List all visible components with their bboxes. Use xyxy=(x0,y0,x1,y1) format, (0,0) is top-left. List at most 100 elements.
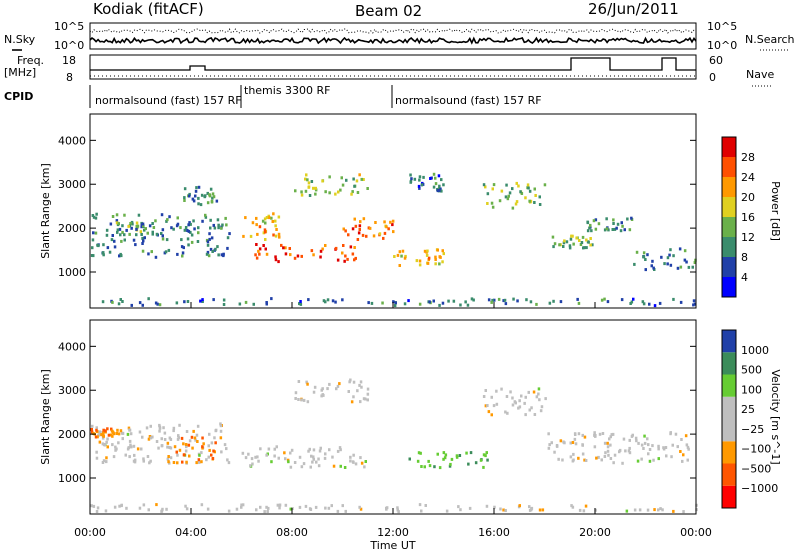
heatmap-cell xyxy=(189,230,192,234)
heatmap-cell xyxy=(214,247,217,251)
heatmap-cell xyxy=(353,184,356,188)
heatmap-cell xyxy=(632,297,635,301)
heatmap-cell xyxy=(105,233,109,237)
heatmap-cell xyxy=(347,390,350,393)
heatmap-cell xyxy=(547,446,551,450)
colorbar-segment xyxy=(722,352,736,375)
heatmap-cell xyxy=(352,453,355,457)
heatmap-cell xyxy=(95,510,99,513)
heatmap-cell xyxy=(339,188,342,192)
heatmap-cell xyxy=(105,456,108,460)
heatmap-cell xyxy=(185,445,188,449)
heatmap-cell xyxy=(314,505,318,509)
heatmap-cell xyxy=(265,252,269,256)
heatmap-cell xyxy=(207,444,210,448)
heatmap-cell xyxy=(532,390,536,394)
heatmap-cell xyxy=(611,228,614,231)
heatmap-cell xyxy=(429,177,432,180)
freq-unit-label: [MHz] xyxy=(4,66,36,79)
heatmap-cell xyxy=(484,185,487,189)
heatmap-cell xyxy=(225,223,228,227)
heatmap-cell xyxy=(90,428,93,431)
heatmap-cell xyxy=(562,245,565,248)
heatmap-cell xyxy=(105,228,109,232)
heatmap-cell xyxy=(658,301,662,305)
heatmap-cell xyxy=(416,459,420,463)
heatmap-cell xyxy=(533,413,537,416)
heatmap-cell xyxy=(125,228,128,232)
heatmap-cell xyxy=(344,509,347,513)
heatmap-cell xyxy=(265,453,268,457)
heatmap-cell xyxy=(490,300,493,304)
heatmap-cell xyxy=(111,434,114,438)
colorbar-segment xyxy=(722,137,736,157)
heatmap-cell xyxy=(555,444,559,447)
heatmap-cell xyxy=(511,396,514,400)
heatmap-cell xyxy=(685,443,689,447)
heatmap-cell xyxy=(186,229,189,232)
heatmap-cell xyxy=(605,217,608,221)
heatmap-cell xyxy=(578,239,581,242)
colorbar-segment xyxy=(722,217,736,237)
velocity-ylabel: Slant Range [km] xyxy=(39,369,52,465)
heatmap-cell xyxy=(162,426,165,430)
heatmap-cell xyxy=(433,465,436,469)
heatmap-cell xyxy=(264,247,267,251)
heatmap-cell xyxy=(490,395,493,399)
heatmap-cell xyxy=(559,300,563,304)
heatmap-cell xyxy=(491,205,495,209)
y-tick-label: 4000 xyxy=(58,340,86,353)
heatmap-cell xyxy=(634,436,638,440)
heatmap-cell xyxy=(636,459,640,463)
heatmap-cell xyxy=(683,258,687,262)
heatmap-cell xyxy=(154,255,158,259)
heatmap-cell xyxy=(169,438,173,441)
heatmap-cell xyxy=(200,503,204,507)
heatmap-cell xyxy=(280,243,283,247)
heatmap-cell xyxy=(175,301,179,305)
heatmap-cell xyxy=(176,252,179,256)
heatmap-cell xyxy=(121,224,124,228)
heatmap-cell xyxy=(609,457,613,460)
heatmap-cell xyxy=(264,221,267,225)
heatmap-cell xyxy=(630,434,634,438)
heatmap-cell xyxy=(468,506,472,510)
heatmap-cell xyxy=(103,443,106,446)
heatmap-cell xyxy=(563,239,566,243)
heatmap-cell xyxy=(111,430,115,434)
heatmap-cell xyxy=(442,457,445,461)
heatmap-cell xyxy=(640,443,644,447)
heatmap-cell xyxy=(141,249,145,253)
heatmap-cell xyxy=(666,256,670,260)
heatmap-cell xyxy=(338,382,341,386)
heatmap-cell xyxy=(630,216,633,220)
heatmap-cell xyxy=(648,448,652,451)
heatmap-cell xyxy=(95,212,98,216)
heatmap-cell xyxy=(573,437,577,441)
heatmap-cell xyxy=(603,455,607,458)
heatmap-cell xyxy=(181,251,185,255)
heatmap-cell xyxy=(182,246,185,250)
heatmap-cell xyxy=(504,302,508,306)
heatmap-cell xyxy=(144,227,147,231)
heatmap-cell xyxy=(404,254,407,258)
heatmap-cell xyxy=(525,298,528,302)
date-label: 26/Jun/2011 xyxy=(588,0,679,18)
heatmap-cell xyxy=(498,199,502,203)
heatmap-cell xyxy=(191,446,194,450)
heatmap-cell xyxy=(307,298,310,302)
heatmap-cell xyxy=(251,462,254,466)
heatmap-cell xyxy=(669,248,672,252)
heatmap-cell xyxy=(512,297,515,301)
heatmap-cell xyxy=(385,225,388,229)
heatmap-cell xyxy=(408,457,411,461)
heatmap-cell xyxy=(349,378,352,382)
heatmap-cell xyxy=(166,457,170,461)
heatmap-cell xyxy=(258,225,262,229)
heatmap-cell xyxy=(583,435,587,439)
heatmap-cell xyxy=(213,436,216,440)
heatmap-cell xyxy=(487,410,491,414)
colorbar-tick-label: −500 xyxy=(741,462,771,475)
heatmap-cell xyxy=(676,445,679,449)
heatmap-cell xyxy=(306,400,310,404)
